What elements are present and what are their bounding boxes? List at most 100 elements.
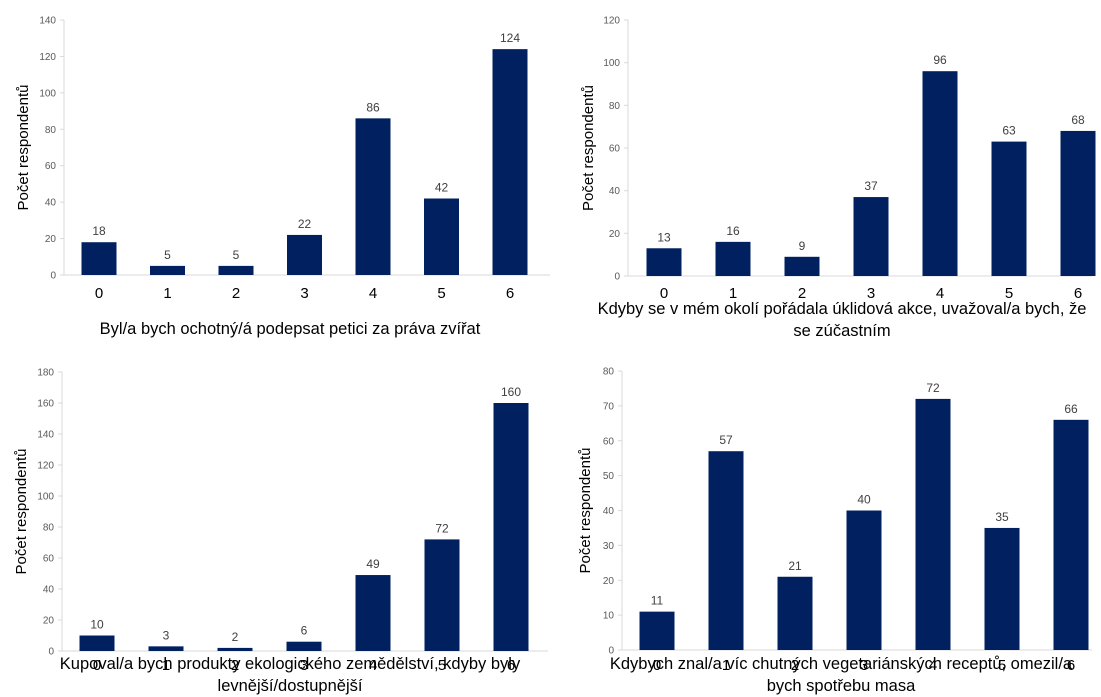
cleanup-data-label: 37 [864,179,878,193]
petition-data-label: 5 [164,248,171,262]
petition-bar [355,118,391,275]
vegetarian-data-label: 35 [995,510,1009,524]
petition-y-tick-label: 40 [45,198,57,209]
vegetarian-bar [984,527,1020,650]
organic-data-label: 49 [366,557,380,571]
organic-y-tick-label: 120 [37,461,54,472]
organic-y-tick-label: 40 [43,585,55,596]
organic-bar [148,646,184,651]
petition-data-label: 42 [435,181,449,195]
vegetarian-bar [639,611,675,650]
vegetarian-bar [777,576,813,650]
petition-y-tick-label: 20 [45,234,57,245]
petition-category-label: 3 [300,285,308,302]
organic-category-label: 2 [231,657,239,674]
petition-category-label: 6 [506,285,514,302]
organic-data-label: 2 [232,630,239,644]
chart-petition-plot: 0 20 40 60 80 100 120 140 Počet respondentů 18 0 5 1… [15,16,550,302]
vegetarian-category-label: 4 [929,657,937,674]
organic-bar [286,641,322,651]
vegetarian-category-label: 6 [1067,657,1075,674]
organic-bar [493,403,529,651]
cleanup-y-axis-label: Počet respondentů [580,85,597,211]
organic-y-tick-label: 60 [43,554,55,565]
organic-data-label: 72 [435,521,449,535]
vegetarian-category-label: 0 [653,657,661,674]
petition-y-tick-label: 60 [45,161,57,172]
organic-data-label: 6 [301,624,308,638]
cleanup-category-label: 4 [936,285,944,302]
organic-bar [424,539,460,651]
cleanup-data-label: 16 [726,224,740,238]
organic-bar [79,635,115,651]
organic-category-label: 4 [369,657,377,674]
vegetarian-bar [846,510,882,650]
chart-organic-title: Kupoval/a bych produkty ekologického zem… [59,655,521,695]
organic-bar [217,647,253,651]
vegetarian-y-tick-label: 0 [608,646,614,657]
organic-data-label: 3 [163,628,170,642]
organic-y-tick-label: 160 [37,399,54,410]
cleanup-data-label: 63 [1002,124,1016,138]
petition-y-tick-label: 100 [39,88,56,99]
organic-category-label: 5 [438,657,446,674]
cleanup-data-label: 9 [799,239,806,253]
petition-category-label: 1 [163,285,171,302]
organic-y-tick-label: 0 [48,647,54,658]
cleanup-bar [646,248,682,276]
petition-bar [150,265,185,275]
vegetarian-category-label: 3 [860,657,868,674]
cleanup-y-tick-label: 20 [609,229,621,240]
chart-organic: 0 20 40 60 80 100 120 140 160 180 Počet respondent… [0,0,550,697]
vegetarian-bar [1053,419,1089,650]
cleanup-y-tick-label: 0 [614,272,620,283]
organic-y-tick-label: 20 [43,616,55,627]
vegetarian-y-tick-label: 40 [603,506,615,517]
cleanup-bar [1060,130,1096,276]
petition-bar [424,198,459,275]
cleanup-y-tick-label: 120 [603,16,620,27]
cleanup-y-tick-label: 40 [609,186,621,197]
petition-data-label: 86 [366,100,380,114]
petition-bar [81,242,117,275]
vegetarian-y-tick-label: 70 [603,401,615,412]
chart-vegetarian-title: Kdybych znal/a víc chutných vegetariánsk… [609,655,1073,695]
cleanup-y-tick-label: 80 [609,101,621,112]
chart-cleanup: 0 20 40 60 80 100 120 Počet respondentů 13 0 16 1 9 2… [0,0,1101,348]
organic-y-tick-label: 180 [37,368,54,379]
organic-y-tick-label: 140 [37,430,54,441]
organic-y-axis-label: Počet respondentů [13,449,30,575]
petition-category-label: 5 [437,285,445,302]
cleanup-category-label: 5 [1005,285,1013,302]
vegetarian-data-label: 57 [719,433,733,447]
cleanup-category-label: 0 [660,285,668,302]
cleanup-bar [715,241,751,276]
organic-data-label: 160 [501,385,521,399]
petition-category-label: 0 [95,285,103,302]
organic-category-label: 3 [300,657,308,674]
cleanup-category-label: 3 [867,285,875,302]
cleanup-category-label: 1 [729,285,737,302]
vegetarian-y-axis-label: Počet respondentů [577,448,594,574]
cleanup-data-label: 13 [657,230,671,244]
vegetarian-y-tick-label: 10 [603,611,615,622]
vegetarian-y-tick-label: 20 [603,576,615,587]
organic-category-label: 6 [507,657,515,674]
cleanup-y-tick-label: 60 [609,144,621,155]
petition-bar [492,49,528,276]
vegetarian-bar [708,451,744,650]
cleanup-bar [991,141,1027,276]
vegetarian-data-label: 21 [788,559,802,573]
petition-bar [218,265,254,275]
cleanup-y-tick-label: 100 [603,58,620,69]
vegetarian-y-tick-label: 60 [603,436,615,447]
organic-category-label: 0 [93,657,101,674]
vegetarian-y-tick-label: 50 [603,471,615,482]
petition-y-tick-label: 80 [45,125,57,136]
chart-petition-title: Byl/a bych ochotný/á podepsat petici za … [99,320,481,338]
vegetarian-category-label: 1 [722,657,730,674]
petition-category-label: 2 [232,285,240,302]
